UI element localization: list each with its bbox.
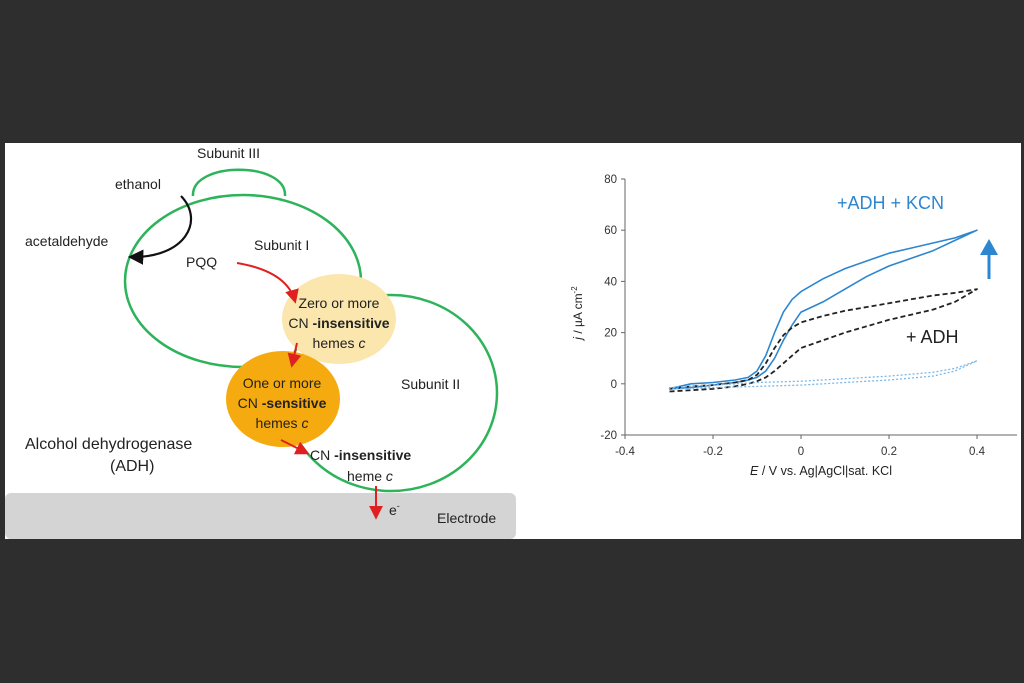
figure-panel: Subunit III ethanol acetaldehyde Subunit… <box>5 143 1021 539</box>
x-tick-label: 0.2 <box>881 446 897 458</box>
x-tick-label: -0.2 <box>703 446 723 458</box>
y-axis-label: j / µA cm-2 <box>570 286 585 342</box>
x-tick-label: -0.4 <box>615 446 635 458</box>
kcn-annotation: +ADH + KCN <box>837 193 944 213</box>
zero-or-more-line3: hemes c <box>313 335 366 351</box>
cv-curves <box>668 229 978 393</box>
cn-sensitive-hemes-region <box>226 351 340 447</box>
subunit-iii-outline <box>191 168 287 197</box>
acetaldehyde-label: acetaldehyde <box>25 233 109 249</box>
x-axis-label: E / V vs. Ag|AgCl|sat. KCl <box>750 464 892 478</box>
y-tick-label: 60 <box>604 225 617 237</box>
pqq-to-heme-arrow <box>236 262 299 304</box>
cv-curve-dashed <box>668 288 978 393</box>
ethanol-label: ethanol <box>115 176 161 192</box>
electrode-label: Electrode <box>437 510 496 526</box>
subunit-i-label: Subunit I <box>254 237 309 253</box>
adh-label-line2: (ADH) <box>110 458 154 475</box>
one-or-more-line1: One or more <box>243 375 322 391</box>
x-tick-label: 0 <box>798 446 804 458</box>
y-tick-label: 80 <box>604 174 617 186</box>
figure-svg: Subunit III ethanol acetaldehyde Subunit… <box>5 145 1017 539</box>
zero-or-more-line2: CN -insensitive <box>288 315 389 331</box>
heme-insensitive-line2: heme c <box>347 468 393 484</box>
increase-arrow-icon <box>980 239 998 279</box>
subunit-ii-label: Subunit II <box>401 376 460 392</box>
ethanol-to-acetaldehyde-arrow <box>127 195 193 265</box>
heme-transfer-arrow-2 <box>280 439 310 455</box>
cv-curve-solid <box>668 229 978 390</box>
enzyme-diagram: Subunit III ethanol acetaldehyde Subunit… <box>5 145 516 539</box>
adh-label-line1: Alcohol dehydrogenase <box>25 436 192 453</box>
y-tick-label: 40 <box>604 276 617 288</box>
y-tick-label: 0 <box>611 379 617 391</box>
x-axis-ticks: -0.4 -0.2 0 0.2 0.4 <box>615 435 986 458</box>
cv-curve-dotted <box>668 360 978 390</box>
heme-transfer-arrow-1 <box>287 342 302 368</box>
zero-or-more-line1: Zero or more <box>299 295 380 311</box>
one-or-more-line2: CN -sensitive <box>238 395 327 411</box>
x-tick-label: 0.4 <box>969 446 986 458</box>
electron-label: e- <box>389 501 400 518</box>
cn-insensitive-hemes-region <box>282 274 396 364</box>
pqq-label: PQQ <box>186 254 217 270</box>
y-tick-label: -20 <box>600 430 617 442</box>
cv-chart: -20 0 20 40 60 80 -0.4 -0.2 0 0.2 0.4 j / µA cm-2… <box>570 174 1017 478</box>
y-axis-ticks: -20 0 20 40 60 80 <box>600 174 625 442</box>
subunit-iii-label: Subunit III <box>197 145 260 161</box>
electrode-slab <box>5 493 516 539</box>
adh-annotation: + ADH <box>906 327 959 347</box>
one-or-more-line3: hemes c <box>256 415 309 431</box>
y-tick-label: 20 <box>604 328 617 340</box>
heme-insensitive-line1: CN -insensitive <box>310 447 411 463</box>
